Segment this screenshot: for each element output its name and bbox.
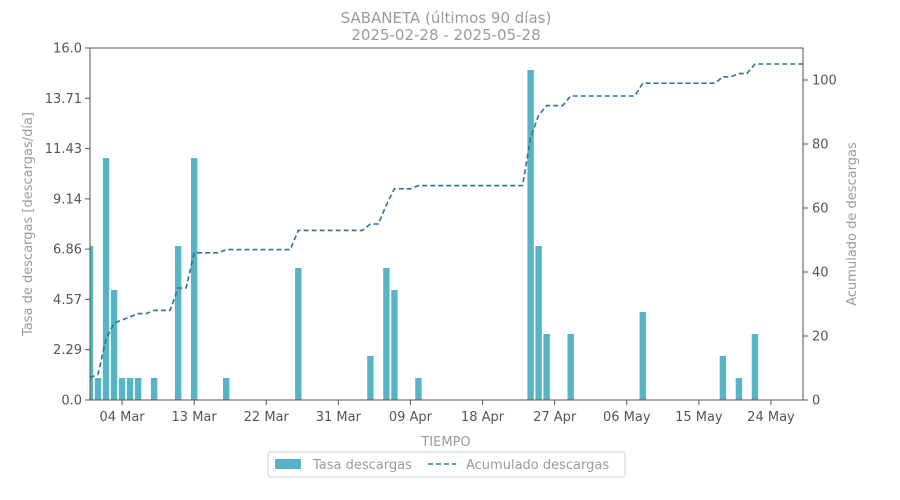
- y-tick-label-left: 4.57: [53, 293, 82, 308]
- y-tick-label-right: 0: [812, 394, 820, 409]
- y-axis-left: 0.0 2.29 4.57 6.86 9.14 11.43 13.71 16.0: [45, 42, 90, 409]
- x-tick-label: 22 Mar: [244, 410, 290, 425]
- y-tick-label-left: 16.0: [53, 42, 82, 57]
- y-tick-label-left: 6.86: [53, 243, 82, 258]
- bar: [110, 290, 118, 400]
- bar: [174, 246, 182, 400]
- chart-title: SABANETA (últimos 90 días): [341, 9, 552, 27]
- bar: [134, 378, 142, 400]
- bar: [543, 334, 550, 400]
- x-axis-label: TIEMPO: [420, 435, 470, 450]
- bar: [567, 334, 574, 400]
- bar: [90, 246, 94, 400]
- y-tick-label-right: 80: [812, 138, 829, 153]
- bar: [150, 378, 158, 400]
- x-tick-label: 09 Apr: [389, 410, 433, 425]
- x-tick-label: 31 Mar: [316, 410, 362, 425]
- x-tick-label: 24 May: [747, 410, 795, 425]
- bar: [383, 268, 390, 400]
- y-tick-label-right: 60: [812, 202, 829, 217]
- legend-label-line: Acumulado descargas: [466, 458, 609, 473]
- bar: [527, 70, 534, 400]
- bar: [94, 378, 102, 400]
- bar: [751, 334, 759, 400]
- bar: [102, 158, 110, 400]
- cumulative-line: [89, 63, 803, 379]
- plot-frame: [89, 47, 804, 401]
- bar: [639, 312, 646, 400]
- y-tick-label-left: 0.0: [61, 394, 82, 409]
- bar: [126, 378, 134, 400]
- y-axis-right-label: Acumulado de descargas: [845, 142, 860, 306]
- y-tick-label-left: 11.43: [45, 142, 82, 157]
- y-tick-label-left: 9.14: [53, 192, 82, 207]
- bar: [719, 356, 727, 400]
- legend-label-bar: Tasa descargas: [312, 458, 412, 473]
- bar: [295, 268, 302, 400]
- y-tick-label-left: 2.29: [53, 343, 82, 358]
- x-tick-label: 15 May: [675, 410, 723, 425]
- bar: [415, 378, 422, 400]
- x-axis: 04 Mar 13 Mar 22 Mar 31 Mar 09 Apr 18 Apr 27 A…: [99, 400, 795, 425]
- y-axis-left-label: Tasa de descargas [descargas/día]: [21, 112, 36, 337]
- x-tick-label: 27 Apr: [533, 410, 577, 425]
- legend: Tasa descargas Acumulado descargas: [267, 451, 626, 478]
- y-tick-label-right: 40: [812, 266, 829, 281]
- bar: [367, 356, 374, 400]
- bar: [391, 290, 398, 400]
- legend-bar-swatch: [275, 459, 301, 469]
- bar: [222, 378, 230, 400]
- y-tick-label-left: 13.71: [45, 92, 82, 107]
- cumulative-series: [89, 63, 803, 379]
- x-tick-label: 18 Apr: [461, 410, 505, 425]
- bar: [735, 378, 743, 400]
- y-axis-right: 0 20 40 60 80 100: [803, 74, 837, 409]
- bar: [118, 378, 126, 400]
- x-tick-label: 06 May: [603, 410, 651, 425]
- bar: [535, 246, 542, 400]
- x-tick-label: 04 Mar: [99, 410, 145, 425]
- chart-subtitle: 2025-02-28 - 2025-05-28: [351, 26, 540, 44]
- bar-series: [90, 70, 759, 400]
- x-tick-label: 13 Mar: [172, 410, 218, 425]
- y-tick-label-right: 100: [812, 74, 837, 89]
- bar: [190, 158, 198, 400]
- y-tick-label-right: 20: [812, 330, 829, 345]
